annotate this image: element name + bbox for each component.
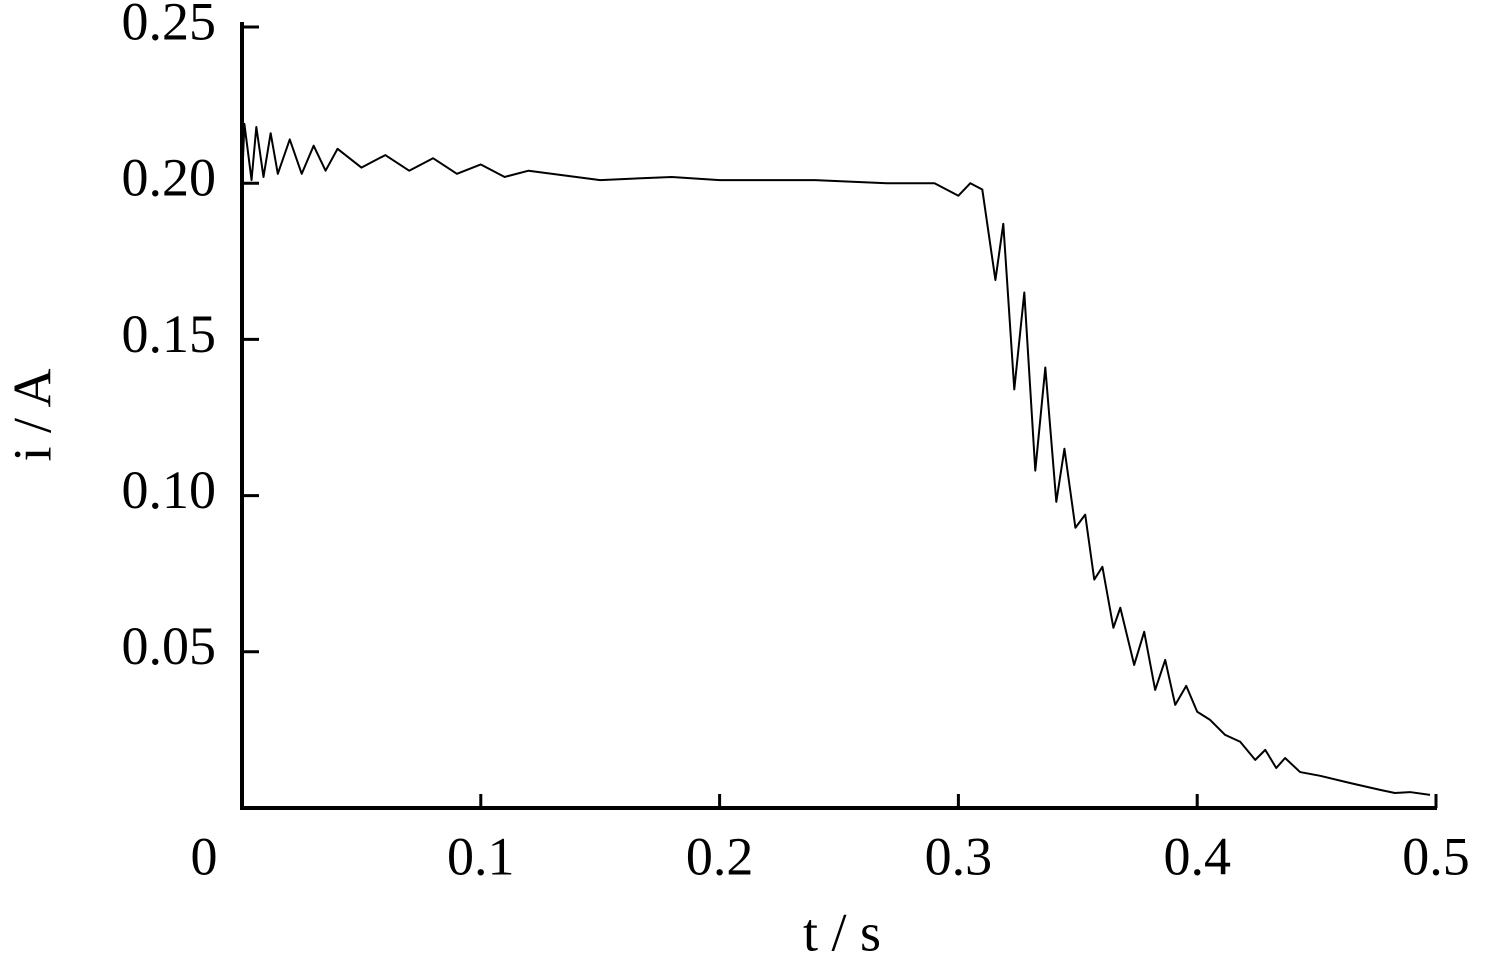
y-axis-label: i / A	[2, 368, 62, 461]
y-tick-label: 0.15	[122, 304, 217, 364]
y-tick-label: 0.10	[122, 460, 217, 520]
y-tick-label: 0.05	[122, 616, 217, 676]
x-tick-label: 0	[191, 826, 218, 886]
data-line	[241, 122, 1431, 796]
x-tick-label: 0.2	[686, 826, 754, 886]
x-axis-label: t / s	[803, 902, 881, 962]
x-tick-label: 0.1	[447, 826, 515, 886]
x-tick-label: 0.4	[1163, 826, 1231, 886]
y-tick-label: 0.20	[122, 148, 217, 208]
y-tick-label: 0.25	[122, 0, 217, 51]
x-tick-label: 0.3	[925, 826, 993, 886]
x-tick-label: 0.5	[1402, 826, 1470, 886]
